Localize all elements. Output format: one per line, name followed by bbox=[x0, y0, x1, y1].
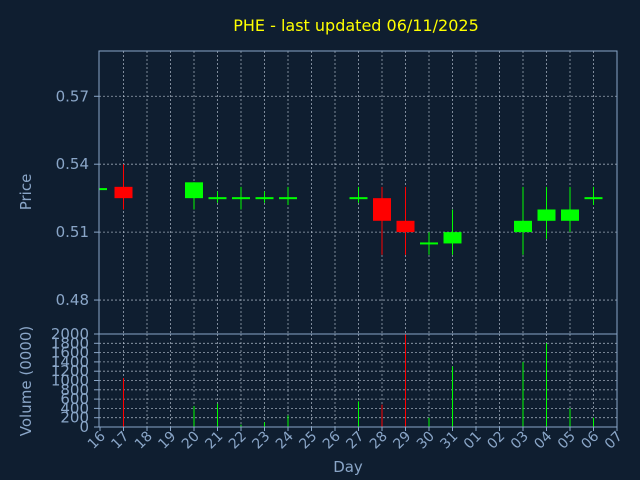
candle-body bbox=[99, 188, 107, 191]
candle bbox=[208, 191, 227, 203]
volume-bars bbox=[123, 334, 594, 427]
volume-tick-label: 400 bbox=[60, 399, 89, 417]
candle bbox=[373, 186, 391, 255]
candles bbox=[99, 164, 603, 255]
volume-tick-label: 1000 bbox=[51, 372, 89, 390]
candle bbox=[537, 186, 556, 239]
candle-body bbox=[232, 197, 250, 200]
candle bbox=[561, 186, 579, 233]
candle-body bbox=[185, 182, 203, 199]
candle-body bbox=[373, 198, 391, 221]
price-axis-label: Price bbox=[17, 174, 35, 211]
candle-body bbox=[443, 232, 462, 244]
candle bbox=[514, 186, 532, 255]
volume-tick-label: 600 bbox=[60, 390, 89, 408]
price-tick-label: 0.48 bbox=[56, 291, 89, 309]
x-axis-label: Day bbox=[333, 458, 363, 476]
price-tick-label: 0.51 bbox=[56, 223, 89, 241]
price-panel: 0.48 0.51 0.54 0.57 bbox=[56, 50, 618, 335]
candle bbox=[279, 186, 297, 205]
chart-title: PHE - last updated 06/11/2025 bbox=[233, 16, 479, 35]
candle bbox=[443, 209, 462, 255]
volume-tick-label: 1800 bbox=[51, 334, 89, 352]
candle bbox=[232, 186, 250, 210]
candle-body bbox=[584, 197, 603, 200]
volume-tick-label: 200 bbox=[60, 409, 89, 427]
candle bbox=[584, 186, 603, 205]
candle bbox=[114, 164, 133, 210]
candle-body bbox=[279, 197, 297, 200]
x-axis-ticks: 16 17 18 19 20 21 22 23 24 25 26 27 28 29 30 31 01 02 03 04… bbox=[85, 427, 626, 452]
candle-body bbox=[561, 209, 579, 221]
candle-body bbox=[420, 242, 438, 245]
candle bbox=[99, 188, 107, 191]
candle bbox=[396, 186, 415, 255]
volume-tick-label: 1400 bbox=[51, 353, 89, 371]
candle bbox=[349, 186, 368, 203]
candle-body bbox=[537, 209, 556, 221]
candle bbox=[420, 232, 438, 255]
candle-body bbox=[114, 186, 133, 199]
candle-body bbox=[255, 197, 274, 200]
volume-tick-label: 1600 bbox=[51, 344, 89, 362]
candle-body bbox=[396, 220, 415, 233]
volume-tick-label: 1200 bbox=[51, 362, 89, 380]
candle bbox=[185, 182, 203, 210]
candle bbox=[255, 191, 274, 203]
candle-body bbox=[208, 197, 227, 200]
volume-tick-label: 2000 bbox=[51, 325, 89, 343]
price-tick-label: 0.54 bbox=[56, 155, 89, 173]
price-tick-label: 0.57 bbox=[56, 87, 89, 105]
candle-body bbox=[349, 197, 368, 200]
candle-body bbox=[514, 220, 532, 233]
volume-axis-label: Volume (0000) bbox=[17, 326, 35, 436]
volume-tick-label: 800 bbox=[60, 381, 89, 399]
volume-tick-label: 0 bbox=[79, 418, 89, 436]
price-y-ticks: 0.48 0.51 0.54 0.57 bbox=[56, 87, 99, 309]
